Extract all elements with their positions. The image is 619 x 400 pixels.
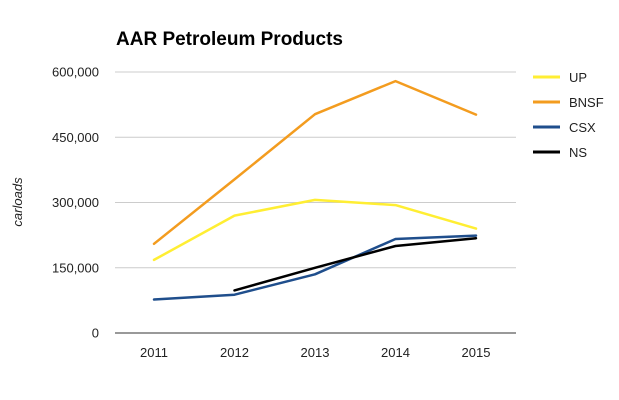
series-line-ns [233, 236, 478, 292]
grid [115, 71, 516, 334]
x-tick-label: 2013 [301, 345, 330, 360]
legend-item-bnsf: BNSF [533, 95, 604, 110]
x-tick-label: 2011 [140, 345, 168, 360]
legend-label: NS [569, 145, 587, 160]
legend-item-up: UP [533, 70, 587, 85]
legend: UP BNSF CSX NS [533, 70, 604, 160]
series-line-csx [152, 234, 478, 301]
legend-label: CSX [569, 120, 596, 135]
x-axis-ticks: 2011 2012 2013 2014 2015 [140, 345, 490, 360]
y-axis-label: carloads [10, 177, 25, 227]
series-lines [152, 79, 478, 301]
y-tick-label: 600,000 [52, 65, 99, 80]
legend-item-csx: CSX [533, 120, 596, 135]
y-axis-ticks: 0 150,000 300,000 450,000 600,000 [52, 65, 99, 341]
x-tick-label: 2015 [462, 345, 491, 360]
legend-item-ns: NS [533, 145, 587, 160]
y-tick-label: 150,000 [52, 260, 99, 275]
legend-label: UP [569, 70, 587, 85]
y-tick-label: 450,000 [52, 130, 99, 145]
series-line-up [152, 198, 478, 262]
y-tick-label: 0 [92, 326, 99, 341]
chart-title: AAR Petroleum Products [116, 29, 343, 50]
legend-label: BNSF [569, 95, 604, 110]
y-tick-label: 300,000 [52, 195, 99, 210]
series-line-bnsf [152, 79, 478, 246]
x-tick-label: 2014 [381, 345, 410, 360]
x-tick-label: 2012 [220, 345, 249, 360]
